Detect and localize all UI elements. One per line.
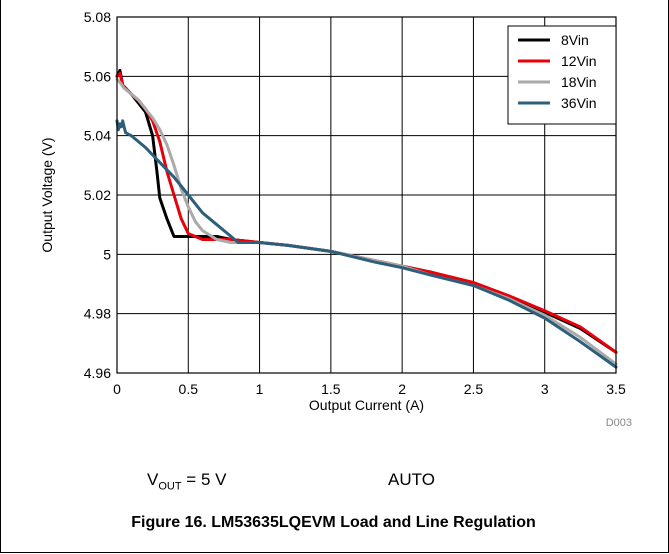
tick-labels: 0 0.5 1 1.5 2 2.5 3 3.5 4.96 4.98 5 5.02 5.04 5.06 5.0… [84,9,626,397]
x-tick-label: 1.5 [321,381,341,397]
x-tick-label: 3 [541,381,549,397]
legend-label: 18Vin [561,74,597,90]
y-tick-label: 5.06 [84,68,111,84]
x-tick-label: 3.5 [606,381,626,397]
x-tick-label: 2 [398,381,406,397]
y-tick-label: 4.98 [84,306,111,322]
x-tick-label: 0.5 [179,381,199,397]
y-tick-label: 4.96 [84,365,111,381]
x-tick-label: 0 [113,381,121,397]
legend-label: 36Vin [561,95,597,111]
plot-border [116,16,617,374]
y-axis-title: Output Voltage (V) [39,137,55,252]
legend-label: 12Vin [561,53,597,69]
legend-box [507,25,617,125]
vout-condition: VOUT = 5 V [147,470,226,492]
y-tick-label: 5.02 [84,187,111,203]
legend: 8Vin 12Vin 18Vin 36Vin [507,25,617,125]
series-line-36Vin [115,119,618,369]
x-tick-label: 1 [256,381,264,397]
vout-symbol: V [147,470,159,489]
x-axis-title: Output Current (A) [309,397,424,413]
vout-subscript: OUT [158,480,182,493]
y-tick-label: 5 [103,246,111,262]
figure-caption: Figure 16. LM53635LQEVM Load and Line Re… [131,514,536,531]
legend-label: 8Vin [561,32,589,48]
series-lines [115,68,618,369]
vout-value: = 5 V [181,470,227,489]
mode-condition: AUTO [388,470,435,489]
load-line-regulation-chart: 0 0.5 1 1.5 2 2.5 3 3.5 4.96 4.98 5 5.02 5.04 5.06 5.0… [39,9,632,429]
figure-code-label: D003 [606,417,632,429]
x-tick-label: 2.5 [464,381,484,397]
y-tick-label: 5.04 [84,128,111,144]
grid [116,16,617,374]
y-tick-label: 5.08 [84,9,111,25]
